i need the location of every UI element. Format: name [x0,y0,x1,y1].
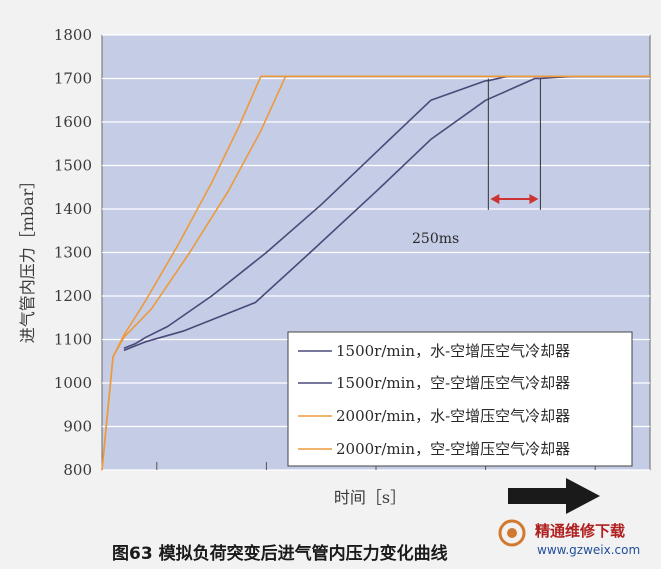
y-axis-title: 进气管内压力［mbar］ [18,173,37,344]
annotation-arrowhead-right [529,193,539,204]
series-line-4 [101,75,650,471]
y-tick-label: 1200 [54,287,92,305]
annotation-label: 250ms [412,231,459,247]
x-axis-title: 时间［s］ [334,488,406,507]
y-tick-label: 1000 [54,374,92,392]
legend-label: 2000r/min，空-空增压空气冷却器 [336,440,570,458]
legend-entry: 1500r/min，水-空增压空气冷却器 [298,342,570,360]
watermark-logo-icon [498,519,526,547]
y-tick-label: 1400 [54,200,92,218]
legend-label: 1500r/min，空-空增压空气冷却器 [336,374,570,392]
y-tick-labels: 800 900 1000 1100 1200 1300 1400 1500 1600 1700 18… [54,26,92,479]
y-tick-label: 1800 [54,26,92,44]
legend-label: 1500r/min，水-空增压空气冷却器 [336,342,570,360]
y-tick-label: 1600 [54,113,92,131]
legend-box [287,331,633,467]
y-tick-label: 1300 [54,244,92,262]
annotation-arrowhead-left [490,193,500,204]
y-tick-label: 800 [63,461,92,479]
legend-entry: 2000r/min，水-空增压空气冷却器 [298,407,570,425]
watermark-name: 精通维修下载 [535,522,625,540]
legend-entry: 1500r/min，空-空增压空气冷却器 [298,374,570,392]
figure-caption: 图63 模拟负荷突变后进气管内压力变化曲线 [112,543,448,564]
legend-entry: 2000r/min，空-空增压空气冷却器 [298,440,570,458]
watermark-logo-core [507,528,517,538]
direction-arrow-icon [508,478,600,514]
y-tick-label: 1500 [54,157,92,175]
duration-annotation: 250ms [412,78,541,247]
y-tick-label: 1700 [54,70,92,88]
legend: 1500r/min，水-空增压空气冷却器 1500r/min，空-空增压空气冷却… [287,331,633,467]
y-tick-label: 900 [63,418,92,436]
watermark: 精通维修下载 www.gzweix.com [498,519,640,557]
legend-label: 2000r/min，水-空增压空气冷却器 [336,407,570,425]
watermark-url: www.gzweix.com [537,543,640,557]
y-tick-label: 1100 [54,331,92,349]
